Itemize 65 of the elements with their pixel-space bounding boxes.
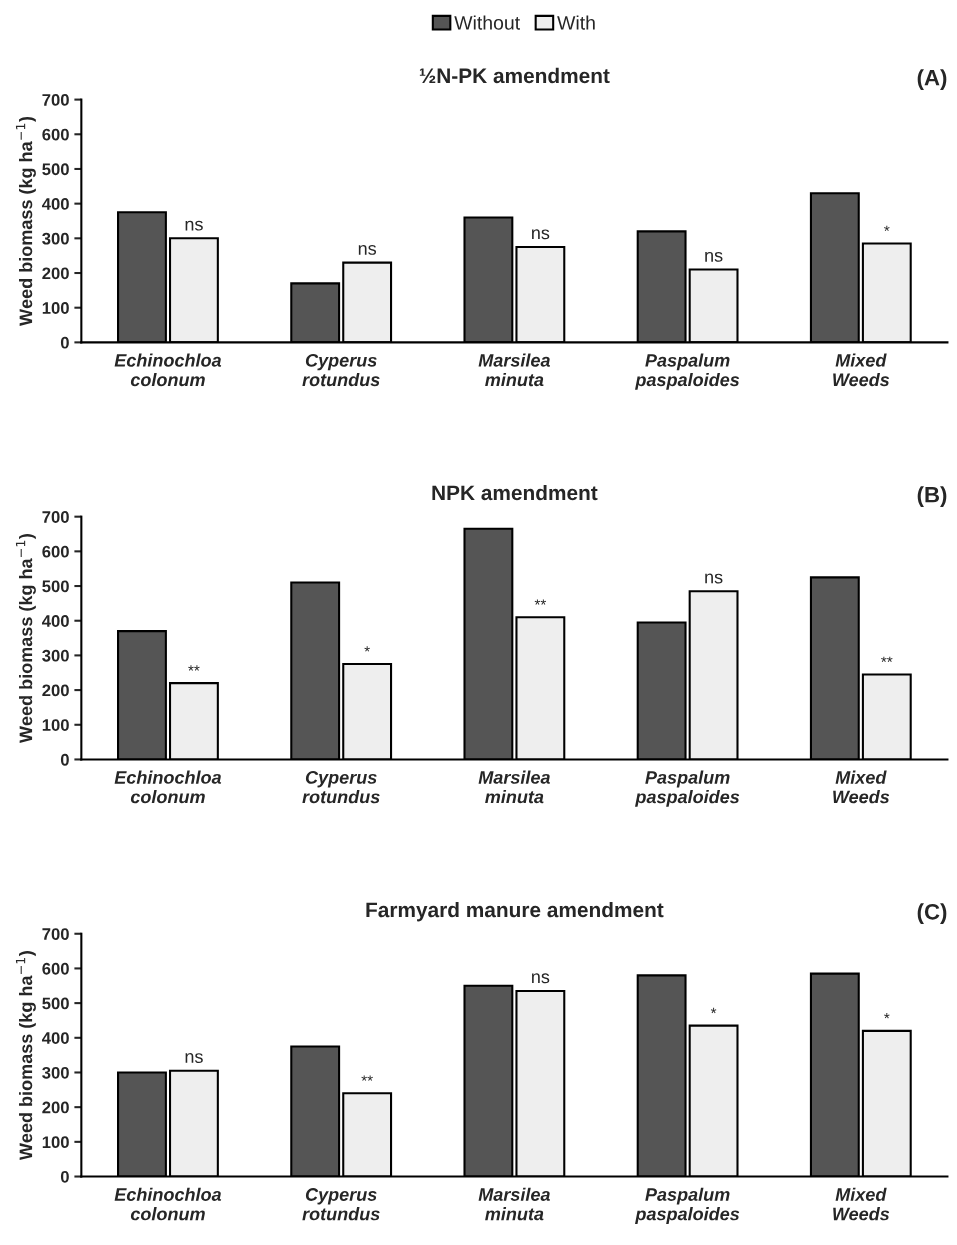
annotation: ns	[705, 251, 723, 262]
x-tick-label: Echinochloa colonum	[114, 1187, 222, 1221]
annotation: ns	[532, 229, 550, 240]
y-tick-label: 600	[42, 545, 69, 558]
y-tick-label: 100	[42, 1136, 69, 1149]
y-axis-title: Weed biomass (kg ha$^{−1}$)	[15, 534, 36, 744]
x-tick-label: Marsilea minuta	[478, 1187, 550, 1221]
y-tick-label: 700	[42, 928, 69, 940]
y-tick-label: 0	[60, 753, 69, 766]
y-tick-label: 0	[60, 1170, 69, 1183]
x-tick-label: Paspalum paspaloides	[635, 770, 740, 807]
x-tick-label: Cyperus rotundus	[302, 1188, 380, 1221]
text: (B)	[917, 486, 947, 507]
annotation: ns	[532, 973, 550, 984]
x-tick-label: Cyperus rotundus	[302, 353, 380, 387]
y-tick-label: 100	[42, 302, 69, 314]
annotation: *	[364, 646, 370, 652]
y-tick-label: 300	[42, 649, 69, 662]
y-tick-label: 500	[42, 997, 69, 1010]
x-tick-label: Echinochloa colonum	[114, 353, 222, 387]
y-tick-label: 200	[42, 1101, 69, 1114]
y-tick-label: 500	[42, 163, 69, 176]
text: (C)	[917, 903, 947, 925]
x-tick-label: Paspalum paspaloides	[635, 1187, 740, 1224]
x-tick-label: Echinochloa colonum	[114, 770, 222, 804]
y-tick-label: 700	[42, 94, 69, 106]
annotation: *	[884, 225, 890, 232]
annotation: ns	[185, 1053, 203, 1064]
y-tick-label: 600	[42, 962, 69, 975]
x-tick-label: Cyperus rotundus	[302, 771, 380, 804]
y-tick-label: 300	[42, 232, 69, 245]
y-tick-label: 400	[41, 1032, 69, 1044]
x-tick-label: Paspalum paspaloides	[635, 353, 740, 390]
legend-label: With	[557, 15, 595, 30]
annotation: **	[188, 665, 200, 671]
annotation: ns	[185, 220, 203, 231]
y-axis-title: Weed biomass (kg ha$^{−1}$)	[15, 116, 36, 326]
y-tick-label: 200	[42, 267, 69, 280]
chart-title: NPK amendment	[432, 484, 598, 501]
x-tick-label: Mixed Weeds	[833, 353, 890, 387]
annotation: *	[710, 1007, 717, 1014]
annotation: *	[884, 1013, 890, 1019]
x-tick-label: Marsilea minuta	[478, 353, 550, 387]
y-tick-label: 200	[42, 684, 69, 697]
legend-label: Without	[454, 15, 520, 30]
y-tick-label: 400	[41, 198, 69, 210]
y-tick-label: 400	[41, 615, 69, 627]
annotation: **	[534, 599, 547, 605]
annotation: **	[361, 1075, 373, 1081]
annotation: ns	[705, 573, 723, 584]
x-tick-label: Marsilea minuta	[478, 770, 550, 804]
y-tick-label: 300	[42, 1066, 69, 1079]
x-tick-label: Mixed Weeds	[833, 770, 890, 804]
y-tick-label: 0	[60, 336, 69, 349]
y-tick-label: 600	[42, 128, 69, 141]
y-tick-label: 100	[42, 719, 69, 731]
chart-title: ½N-PK amendment	[419, 67, 610, 84]
annotation: ns	[358, 244, 377, 255]
y-tick-label: 700	[42, 511, 69, 523]
text: (A)	[917, 69, 947, 90]
chart-title: Farmyard manure amendment	[366, 901, 664, 922]
y-axis-title: Weed biomass (kg ha$^{−1}$)	[15, 951, 36, 1161]
y-tick-label: 500	[42, 580, 69, 593]
annotation: **	[881, 656, 893, 662]
x-tick-label: Mixed Weeds	[833, 1187, 890, 1221]
